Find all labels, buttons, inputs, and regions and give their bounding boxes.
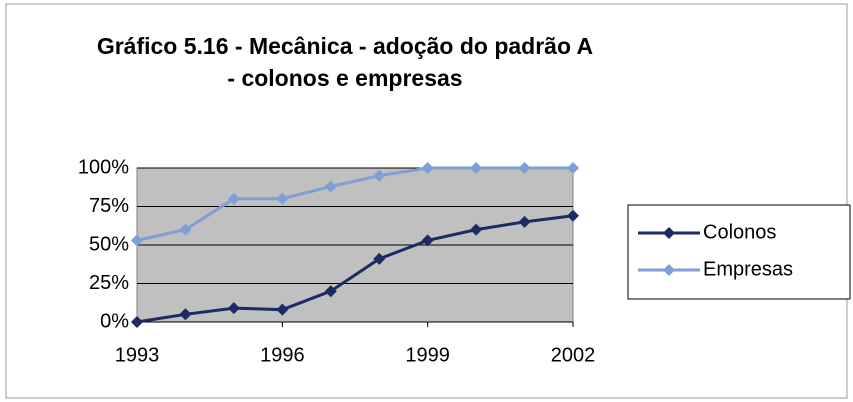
legend-marker [663, 264, 675, 276]
x-tick-label: 1996 [260, 344, 305, 366]
legend-label: Colonos [703, 221, 776, 243]
marker [131, 234, 143, 247]
marker [373, 252, 386, 265]
marker [518, 215, 531, 228]
marker [421, 162, 434, 174]
legend-marker [663, 227, 675, 239]
x-tick-label: 2002 [551, 344, 596, 366]
marker [179, 223, 192, 236]
marker [324, 285, 337, 298]
marker [276, 192, 289, 205]
marker [324, 180, 337, 193]
marker [227, 302, 240, 315]
marker [470, 162, 483, 174]
frame [5, 3, 848, 399]
marker [567, 209, 579, 222]
marker [131, 316, 143, 328]
series-line [136, 166, 573, 242]
y-tick-label: 0% [100, 310, 129, 332]
marker [227, 192, 240, 205]
y-tick-label: 100% [78, 156, 129, 178]
marker [421, 234, 434, 247]
y-tick-label: 25% [89, 272, 129, 294]
x-tick-label: 1999 [405, 344, 450, 366]
legend-label: Empresas [703, 258, 793, 280]
x-tick-label: 1993 [115, 344, 160, 366]
marker [518, 162, 531, 174]
y-tick-label: 50% [89, 233, 129, 255]
marker [179, 308, 192, 321]
series-line [136, 214, 574, 324]
marker [373, 169, 386, 182]
chart-title: Gráfico 5.16 - Mecânica - adoção do padr… [96, 33, 594, 91]
marker [276, 303, 289, 316]
marker [470, 223, 483, 236]
y-tick-label: 75% [89, 195, 129, 217]
legend-box [627, 204, 851, 300]
marker [567, 162, 579, 174]
